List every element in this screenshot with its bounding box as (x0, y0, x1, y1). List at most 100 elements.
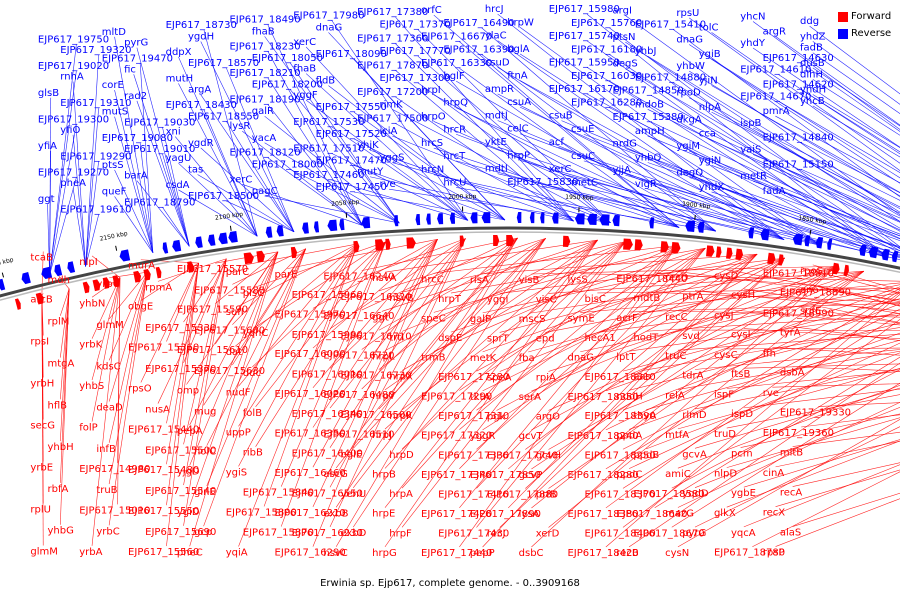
reverse-gene-label: dlhH (800, 69, 823, 80)
reverse-label-connector (752, 154, 900, 219)
forward-gene-label: EJP617_16010 (292, 369, 363, 380)
reverse-gene-label: EJP617_16170 (549, 84, 620, 95)
reverse-gene-label: rpoD (676, 88, 701, 99)
reverse-gene-label: EJP617_15740 (549, 31, 620, 42)
forward-label-connector (605, 288, 900, 431)
reverse-gene-label: ispB (740, 118, 761, 129)
reverse-gene-label: dnaG (316, 22, 343, 33)
forward-gene-label: eno (800, 285, 819, 296)
reverse-label-connector (203, 109, 258, 237)
forward-label-connector (476, 247, 706, 528)
reverse-label-connector (497, 67, 785, 241)
reverse-gene-label: EJP617_19020 (38, 61, 109, 72)
forward-gene-label: EJP617_18280 (567, 470, 638, 481)
reverse-gene-label: rpsU (676, 8, 699, 19)
forward-gene-label: yqdD (682, 489, 709, 500)
forward-label-connector (183, 258, 227, 363)
forward-label-connector (482, 253, 758, 314)
reverse-gene-label: EJP617_16490 (443, 18, 514, 29)
reverse-label-connector (267, 104, 363, 226)
forward-label-connector (726, 417, 900, 468)
forward-label-connector (812, 304, 900, 323)
reverse-gene-arrow (313, 221, 320, 233)
reverse-gene-label: metC (571, 177, 598, 188)
forward-gene-label: yjgD (177, 466, 200, 477)
reverse-gene-arrow (540, 212, 545, 224)
reverse-gene-label: mutH (166, 73, 194, 84)
reverse-label-connector (136, 47, 190, 247)
reverse-label-connector (331, 179, 469, 221)
reverse-label-connector (353, 138, 506, 221)
forward-gene-label: rpoS (800, 266, 823, 277)
forward-gene-arrow (767, 252, 776, 265)
forward-label-connector (476, 247, 706, 372)
reverse-gene-label: hrpW (507, 17, 534, 28)
reverse-gene-arrow (748, 227, 755, 239)
forward-gene-label: gcp (194, 527, 212, 538)
forward-gene-label: pepP (470, 548, 495, 559)
forward-label-connector (476, 247, 706, 489)
forward-label-connector (646, 339, 900, 410)
reverse-gene-label: EJP617_19310 (60, 98, 131, 109)
reverse-gene-label: yhdZ (800, 31, 826, 42)
forward-gene-label: EJP617_18250 (585, 450, 656, 461)
forward-label-connector (677, 402, 900, 508)
reverse-gene-label: EJP617_19610 (60, 205, 131, 216)
reverse-gene-label: ampR (485, 84, 514, 95)
reverse-gene-arrow (449, 212, 456, 224)
forward-gene-label: hflB (48, 400, 68, 411)
reverse-label-connector (778, 100, 900, 174)
reverse-gene-label: vigR (635, 179, 657, 190)
forward-gene-label: EJP617_15370 (145, 364, 216, 375)
reverse-gene-arrow (815, 236, 824, 249)
reverse-gene-arrow (881, 248, 890, 261)
forward-gene-label: sufI (226, 307, 244, 318)
reverse-label-connector (328, 85, 506, 221)
forward-label-connector (605, 292, 900, 509)
reverse-label-connector (174, 136, 258, 237)
scale-label: 1900 kbp (682, 201, 711, 211)
forward-gene-label: yhbN (79, 298, 105, 309)
forward-label-connector (600, 292, 900, 333)
reverse-gene-arrow (162, 242, 169, 254)
forward-gene-label: dnaG (567, 353, 594, 364)
forward-gene-label: omp (177, 386, 199, 397)
reverse-gene-label: yhjK (357, 140, 379, 151)
reverse-label-connector (497, 120, 785, 241)
reverse-gene-label: bglF (443, 71, 464, 82)
forward-gene-arrow (243, 252, 254, 265)
reverse-label-connector (519, 160, 821, 246)
forward-gene-label: gcvP (519, 470, 543, 481)
reverse-gene-label: EJP617_17770 (380, 46, 451, 57)
forward-gene-label: nudF (226, 387, 251, 398)
reverse-gene-label: glsB (38, 88, 59, 99)
reverse-label-connector (264, 142, 400, 224)
reverse-gene-label: mutY (357, 167, 384, 178)
forward-gene-label: EJP617_18440 (616, 274, 687, 285)
reverse-gene-arrow (804, 235, 811, 247)
reverse-gene-label: yfiA (38, 141, 57, 152)
forward-gene-label: recJ (487, 528, 506, 539)
reverse-gene-arrow (792, 233, 804, 246)
reverse-label-connector (72, 187, 86, 267)
reverse-label-connector (752, 47, 900, 148)
forward-gene-label: EJP617_15870 (243, 528, 314, 539)
forward-label-connector (381, 239, 598, 312)
reverse-gene-label: dnaG (676, 35, 703, 46)
forward-gene-label: kdsC (96, 361, 120, 372)
reverse-label-connector (497, 146, 785, 241)
forward-label-connector (157, 258, 227, 404)
forward-gene-label: cysC (714, 350, 738, 361)
forward-gene-label: lptT (616, 352, 636, 363)
forward-gene-label: cinA (763, 468, 785, 479)
legend-label-reverse: Reverse (851, 28, 892, 39)
reverse-gene-label: rve (380, 179, 396, 190)
forward-gene-label: murA (128, 261, 155, 272)
reverse-label-connector (264, 115, 400, 224)
forward-gene-label: acrF (616, 313, 638, 324)
forward-label-connector (743, 288, 900, 314)
forward-label-connector (401, 241, 626, 410)
reverse-label-connector (353, 58, 506, 221)
reverse-label-connector (178, 56, 258, 237)
forward-label-connector (206, 248, 307, 487)
